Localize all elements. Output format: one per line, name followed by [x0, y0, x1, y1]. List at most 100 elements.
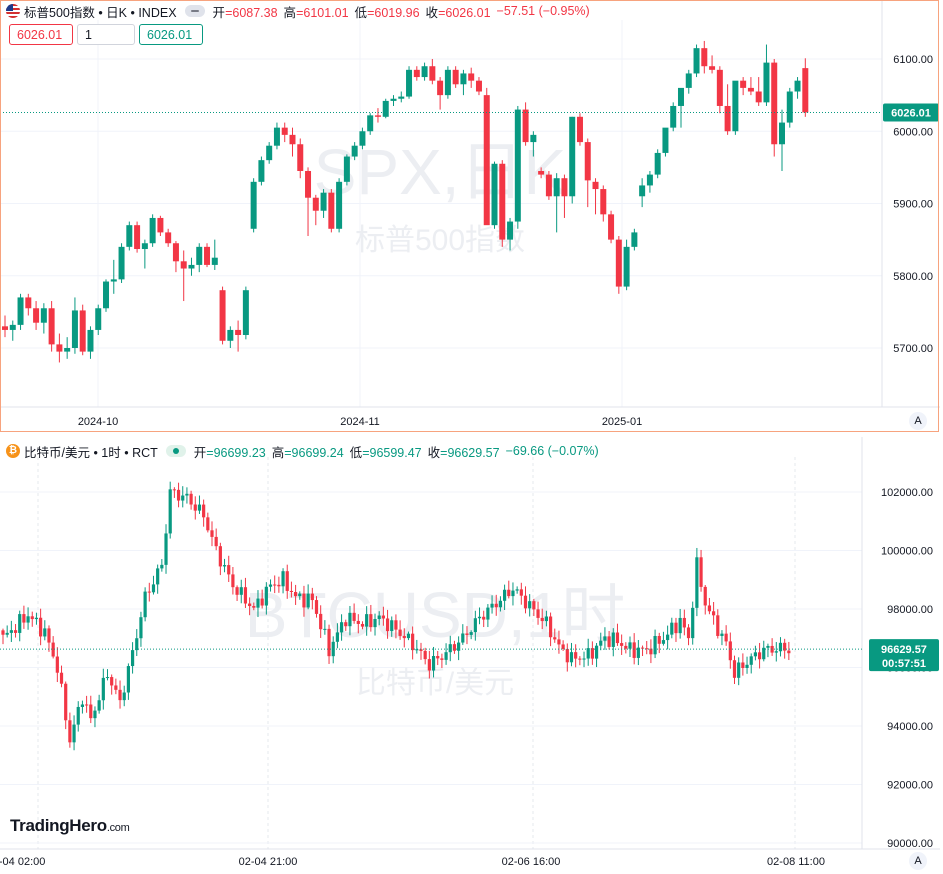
candle-body	[260, 598, 264, 606]
candle-body	[206, 517, 210, 531]
symbol-name[interactable]: 标普500指数 • 日K • INDEX	[24, 5, 177, 20]
candle-body	[351, 145, 358, 157]
candle-body	[632, 642, 636, 658]
candle-body	[783, 642, 787, 651]
spx-chart-svg[interactable]: SPX,日K 标普500指数 5700.00 5800.00 5900.00 6000.0…	[0, 0, 943, 435]
candle-body	[674, 622, 678, 634]
candle-body	[406, 633, 411, 639]
candle-body	[657, 635, 661, 644]
candle-body	[268, 584, 273, 587]
auto-scale-button[interactable]: A	[909, 852, 927, 870]
candle-body	[30, 616, 34, 620]
candle-body	[545, 174, 552, 197]
candle-body	[569, 116, 576, 197]
candle-body	[64, 683, 68, 721]
us-flag-icon	[6, 4, 20, 18]
candle-body	[160, 564, 164, 569]
candle-body	[452, 69, 459, 85]
visibility-toggle-icon[interactable]	[184, 5, 205, 17]
candle-body	[745, 664, 749, 668]
candle-body	[699, 557, 703, 587]
candle-body	[97, 700, 101, 711]
candle-body	[298, 593, 302, 597]
ohlc-label: 低	[349, 445, 363, 460]
candle-body	[250, 181, 257, 229]
candle-body	[348, 612, 352, 627]
candle-body	[85, 704, 89, 706]
candle-body	[76, 706, 80, 725]
candle-body	[56, 344, 63, 352]
candle-body	[385, 618, 390, 632]
last-price-tag	[883, 103, 939, 122]
ohlc-value: =6026.01	[438, 5, 491, 20]
ohlc-label: 高	[283, 5, 297, 20]
candle-body	[709, 66, 716, 70]
candle-body	[578, 658, 582, 660]
candle-body	[258, 160, 265, 182]
candle-body	[118, 246, 125, 280]
candle-body	[374, 115, 381, 117]
candle-body	[110, 677, 114, 686]
candle-body	[569, 652, 574, 663]
candle-body	[620, 643, 624, 646]
candle-body	[118, 689, 122, 701]
candle-body	[444, 69, 451, 96]
quantity-box[interactable]: 1	[77, 24, 135, 45]
candle-body	[670, 105, 677, 128]
candle-body	[465, 633, 469, 635]
candle-body	[770, 645, 774, 653]
candle-body	[22, 614, 26, 623]
candle-body	[421, 66, 428, 78]
sell-price-box[interactable]: 6026.01	[9, 24, 73, 45]
candle-body	[93, 710, 97, 719]
candle-body	[594, 645, 599, 659]
candle-body	[68, 720, 72, 743]
candle-body	[712, 611, 716, 616]
ohlc-label: 开	[212, 5, 226, 20]
candle-body	[79, 310, 86, 352]
ohlc-value: =6087.38	[225, 5, 278, 20]
candle-body	[369, 614, 373, 628]
candle-body	[607, 636, 611, 647]
price-tick-label: 98000.00	[887, 604, 933, 616]
auto-scale-button[interactable]: A	[909, 412, 927, 430]
watermark-symbol: SPX,日K	[314, 136, 567, 208]
candle-body	[126, 225, 133, 247]
candle-body	[483, 95, 490, 226]
candle-body	[603, 636, 607, 641]
candle-body	[498, 600, 503, 608]
candle-body	[13, 630, 18, 633]
ohlc-value: =96699.24	[284, 445, 344, 460]
btc-chart-panel[interactable]: BTCUSD,1时 比特币/美元 90000.00 92000.00 94000.00 9…	[0, 437, 943, 874]
candle-body	[600, 189, 607, 215]
visibility-toggle-icon[interactable]	[165, 445, 186, 457]
ohlc-value: =96699.23	[206, 445, 266, 460]
watermark-name: 比特币/美元	[356, 667, 514, 700]
candle-body	[507, 221, 514, 240]
candle-body	[33, 308, 40, 323]
candle-body	[302, 593, 306, 608]
candle-body	[771, 62, 778, 145]
buy-price-box[interactable]: 6026.01	[139, 24, 203, 45]
candle-body	[134, 225, 141, 250]
candle-body	[122, 692, 126, 701]
candle-body	[235, 329, 242, 335]
candle-body	[548, 616, 553, 638]
candle-body	[574, 652, 578, 659]
candle-body	[398, 629, 402, 636]
candle-body	[661, 640, 666, 644]
time-tick-label: 2025-01	[602, 416, 642, 428]
spx-chart-panel[interactable]: SPX,日K 标普500指数 5700.00 5800.00 5900.00 6000.0…	[0, 0, 943, 435]
candle-body	[188, 264, 195, 269]
candle-body	[528, 601, 532, 609]
candle-body	[281, 571, 285, 587]
candle-body	[639, 185, 646, 197]
price-tick-label: 100000.00	[881, 546, 933, 558]
candle-body	[180, 261, 187, 269]
candle-body	[429, 66, 436, 81]
symbol-name[interactable]: 比特币/美元 • 1时 • RCT	[24, 445, 158, 460]
candle-body	[71, 310, 78, 348]
candle-body	[314, 600, 319, 614]
candle-body	[143, 591, 147, 618]
